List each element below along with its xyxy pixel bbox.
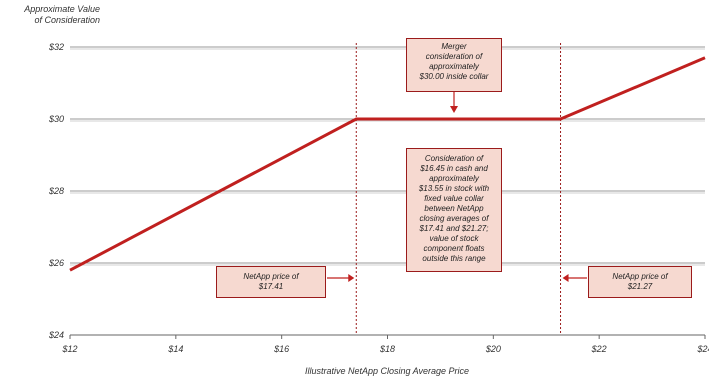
y-tick-label: $24 xyxy=(48,330,64,340)
collar-note-line: component floats xyxy=(423,244,485,253)
x-tick-label: $14 xyxy=(167,344,183,354)
left-price-arrow-head xyxy=(348,274,355,282)
collar-note-line: outside this range xyxy=(422,254,486,263)
collar-note-line: closing averages of xyxy=(419,214,489,223)
left-price-note: NetApp price of $17.41 xyxy=(216,266,326,298)
y-axis-title-line-1: Approximate Value xyxy=(24,4,100,14)
merger-note-line: approximately xyxy=(429,62,479,71)
right-price-note: NetApp price of $21.27 xyxy=(588,266,692,298)
collar-note-line: Consideration of xyxy=(424,154,484,163)
x-tick-label: $12 xyxy=(61,344,77,354)
x-axis-title: Illustrative NetApp Closing Average Pric… xyxy=(304,366,470,376)
collar-note-line: $13.55 in stock with xyxy=(418,184,490,193)
merger-arrow-head xyxy=(450,106,458,113)
collar-description-note: Consideration of $16.45 in cash and appr… xyxy=(406,148,502,272)
y-axis-title-line-2: of Consideration xyxy=(34,15,100,25)
x-tick-label: $16 xyxy=(273,344,289,354)
collar-note-line: $16.45 in cash and xyxy=(420,164,488,173)
collar-note-line: $17.41 and $21.27; xyxy=(419,224,489,233)
collar-note-line: value of stock xyxy=(429,234,479,243)
x-tick-label: $22 xyxy=(591,344,607,354)
left-price-line: $17.41 xyxy=(258,282,284,291)
merger-note-line: consideration of xyxy=(425,52,483,61)
y-tick-label: $28 xyxy=(48,186,64,196)
y-tick-label: $26 xyxy=(48,258,64,268)
merger-note-line: Merger xyxy=(441,42,467,51)
y-tick-label: $32 xyxy=(48,42,64,52)
merger-consideration-note: Merger consideration of approximately $3… xyxy=(406,38,502,92)
merger-note-line: $30.00 inside collar xyxy=(419,72,489,81)
x-tick-label: $24 xyxy=(696,344,709,354)
collar-note-line: between NetApp xyxy=(424,204,484,213)
collar-note-line: approximately xyxy=(429,174,479,183)
y-axis-title: Approximate Value of Consideration xyxy=(2,4,100,26)
y-tick-label: $30 xyxy=(48,114,64,124)
collar-note-line: fixed value collar xyxy=(424,194,484,203)
x-tick-label: $20 xyxy=(485,344,501,354)
right-price-line: NetApp price of xyxy=(612,272,668,281)
left-price-line: NetApp price of xyxy=(243,272,299,281)
right-price-arrow-head xyxy=(562,274,569,282)
consideration-value-line xyxy=(69,56,706,272)
right-price-line: $21.27 xyxy=(627,282,653,291)
x-tick-label: $18 xyxy=(379,344,395,354)
